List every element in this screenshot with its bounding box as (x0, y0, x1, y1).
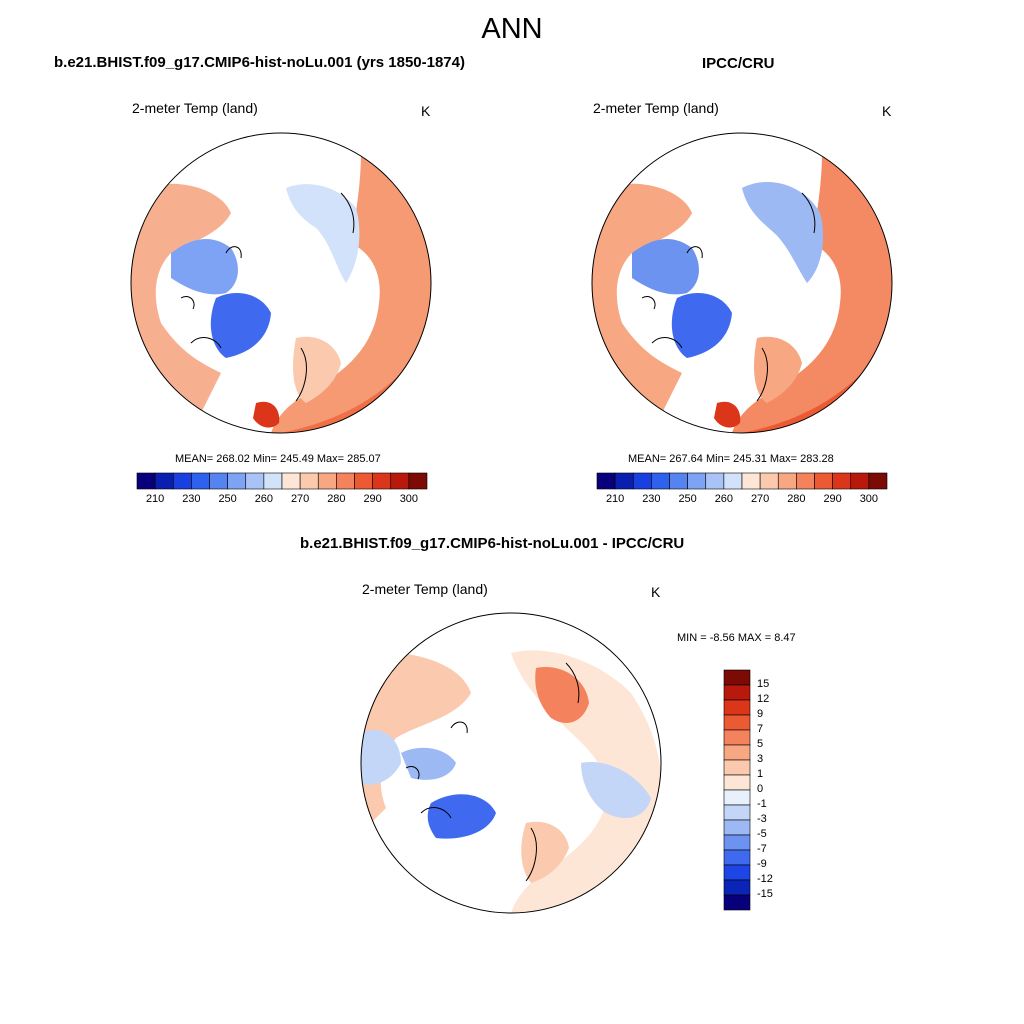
panel3-stats: MIN = -8.56 MAX = 8.47 (677, 632, 796, 644)
panel2-colorbar-box (850, 472, 870, 490)
panel2-variable-label: 2-meter Temp (land) (593, 100, 719, 116)
panel3-colorbar-tick-label: -15 (757, 888, 773, 900)
panel1-colorbar-tick-label: 250 (218, 493, 237, 505)
panel3-colorbar-box (723, 864, 751, 881)
panel1-colorbar-box (191, 472, 210, 490)
panel1-units-label: K (421, 103, 431, 119)
panel3-colorbar-tick-label: 1 (757, 768, 764, 780)
figure-title: ANN (481, 13, 543, 45)
panel1-colorbar-box (227, 472, 247, 490)
panel2-colorbar-box (814, 472, 833, 490)
panel1-colorbar-box (245, 472, 265, 490)
panel1-colorbar-box (390, 472, 410, 490)
panel2-colorbar-tick-label: 260 (714, 493, 734, 505)
panel1-colorbar-tick-label: 300 (399, 493, 419, 505)
panel3-colorbar-tick-label: 5 (757, 738, 764, 750)
panel1-variable-label: 2-meter Temp (land) (132, 100, 258, 116)
panel1-colorbar-box (136, 472, 156, 490)
panel3-colorbar-box (723, 729, 751, 746)
panel1-colorbar-box (354, 472, 373, 490)
panel2-colorbar (596, 472, 888, 490)
panel2-colorbar-box (614, 472, 634, 490)
panel3-colorbar-box (723, 879, 751, 896)
panel2-colorbar-box (632, 472, 652, 490)
panel3-colorbar-box (723, 819, 751, 836)
panel1-colorbar-tick-label: 270 (290, 493, 310, 505)
panel1-colorbar (136, 472, 428, 490)
panel1-title: b.e21.BHIST.f09_g17.CMIP6-hist-noLu.001 … (54, 54, 465, 71)
panel1-stats: MEAN= 268.02 Min= 245.49 Max= 285.07 (175, 453, 381, 465)
panel1-colorbar-box (154, 472, 174, 490)
panel1-colorbar-tick-label: 210 (145, 493, 165, 505)
panel2-colorbar-tick-label: 300 (859, 493, 879, 505)
panel1-colorbar-box (281, 472, 301, 490)
panel2-colorbar-box (741, 472, 761, 490)
panel3-colorbar-tick-label: -12 (757, 873, 773, 885)
panel2-colorbar-box (759, 472, 779, 490)
panel1-colorbar-box (336, 472, 355, 490)
panel3-colorbar-box (723, 804, 751, 821)
panel1-colorbar-tick-label: 280 (327, 493, 346, 505)
panel2-colorbar-box (723, 472, 743, 490)
panel2-colorbar-box (687, 472, 707, 490)
panel3-colorbar-tick-label: 7 (757, 723, 764, 735)
panel3-variable-label: 2-meter Temp (land) (362, 581, 488, 597)
panel3-colorbar-box (723, 699, 751, 716)
panel3-colorbar-box (723, 774, 751, 791)
panel2-colorbar-tick-label: 210 (605, 493, 625, 505)
panel1-polar-map (130, 132, 432, 434)
panel2-colorbar-tick-label: 250 (678, 493, 697, 505)
panel1-colorbar-box (408, 472, 428, 490)
panel3-colorbar-box (723, 669, 751, 686)
panel3-colorbar-tick-label: -7 (757, 843, 767, 855)
panel2-colorbar-box (651, 472, 670, 490)
panel1-colorbar-tick-label: 230 (182, 493, 201, 505)
panel1-colorbar-box (209, 472, 228, 490)
panel3-colorbar-tick-label: 3 (757, 753, 764, 765)
panel3-colorbar-tick-label: 15 (757, 678, 770, 690)
panel3-colorbar-box (723, 789, 751, 806)
panel3-colorbar-tick-label: -5 (757, 828, 767, 840)
panel3-colorbar-box (723, 744, 751, 761)
panel3-colorbar-box (723, 714, 751, 731)
panel2-units-label: K (882, 103, 892, 119)
panel2-title: IPCC/CRU (702, 55, 775, 72)
panel3-colorbar-tick-label: 9 (757, 708, 764, 720)
panel1-colorbar-box (299, 472, 319, 490)
panel1-colorbar-box (372, 472, 392, 490)
panel3-colorbar-box (723, 759, 751, 776)
panel3-colorbar (723, 669, 751, 911)
panel2-colorbar-box (669, 472, 688, 490)
panel3-colorbar-tick-label: 0 (757, 783, 764, 795)
panel2-colorbar-box (596, 472, 616, 490)
panel2-colorbar-tick-label: 230 (642, 493, 661, 505)
panel1-colorbar-box (263, 472, 283, 490)
panel3-colorbar-box (723, 684, 751, 701)
panel2-colorbar-box (777, 472, 797, 490)
panel3-colorbar-box (723, 834, 751, 851)
panel3-colorbar-tick-label: -1 (757, 798, 767, 810)
panel2-colorbar-box (705, 472, 725, 490)
panel2-stats: MEAN= 267.64 Min= 245.31 Max= 283.28 (628, 453, 834, 465)
panel2-colorbar-box (832, 472, 852, 490)
panel3-units-label: K (651, 584, 661, 600)
panel1-colorbar-box (172, 472, 192, 490)
panel3-colorbar-tick-label: -3 (757, 813, 767, 825)
panel3-polar-map (360, 612, 662, 914)
panel1-colorbar-box (317, 472, 337, 490)
panel3-title: b.e21.BHIST.f09_g17.CMIP6-hist-noLu.001 … (300, 535, 685, 552)
panel2-colorbar-tick-label: 280 (787, 493, 806, 505)
panel2-polar-map (591, 132, 893, 434)
panel2-colorbar-box (868, 472, 888, 490)
panel2-colorbar-tick-label: 270 (750, 493, 770, 505)
panel3-colorbar-tick-label: -9 (757, 858, 767, 870)
panel3-colorbar-box (723, 894, 751, 911)
panel3-colorbar-box (723, 849, 751, 866)
panel3-colorbar-tick-label: 12 (757, 693, 770, 705)
panel2-colorbar-tick-label: 290 (823, 493, 842, 505)
panel1-colorbar-tick-label: 260 (254, 493, 274, 505)
panel2-colorbar-box (796, 472, 815, 490)
panel1-colorbar-tick-label: 290 (363, 493, 382, 505)
